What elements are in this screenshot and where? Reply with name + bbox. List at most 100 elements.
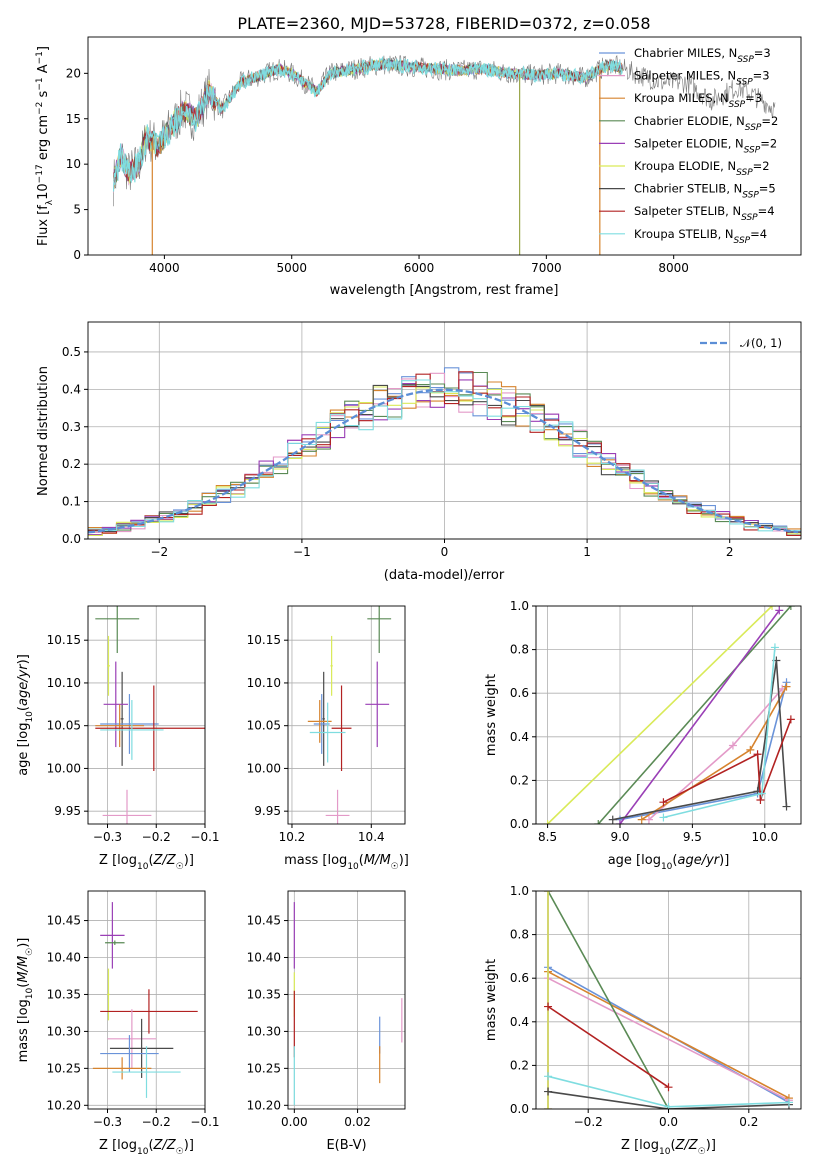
weight-line — [547, 1090, 790, 1109]
weight-marker — [746, 745, 755, 754]
weight-marker — [543, 820, 552, 824]
mass-vs-z-axes: −0.3 −0.2 −0.1 10.20 10.25 10.30 10.35 10.40 10.… — [47, 891, 220, 1129]
y-tick-label: 10.25 — [47, 1061, 81, 1075]
x-tick-label: 10.0 — [751, 830, 778, 844]
x-tick-label: −1 — [293, 545, 311, 559]
mass-vs-z-points — [92, 902, 198, 1098]
age-vs-mass-points — [307, 606, 392, 824]
x-tick-label: 4000 — [149, 261, 180, 275]
weight-marker — [784, 1098, 793, 1107]
model-line-top — [112, 56, 623, 192]
y-tick-label: 10.05 — [47, 719, 81, 733]
histograms — [88, 367, 801, 536]
age-vs-z-frame — [87, 605, 206, 825]
y-tick-label: 10.35 — [247, 987, 281, 1001]
legend-label: Kroupa STELIB, NSSP=4 — [634, 227, 767, 246]
y-tick-label: 10.10 — [47, 676, 81, 690]
legend-label: Chabrier ELODIE, NSSP=2 — [634, 114, 778, 133]
x-tick-label: 1 — [583, 545, 591, 559]
weight-marker — [786, 715, 795, 724]
weight-vs-age-frame — [535, 605, 802, 825]
weight-marker — [659, 798, 668, 807]
y-tick-label: 0.1 — [62, 495, 81, 509]
mass-vs-ebv-axes: 0.00 0.02 10.20 10.25 10.30 10.35 10.40 10.45 — [247, 891, 405, 1129]
age-vs-mass-frame — [287, 605, 406, 825]
y-tick-label: 1.0 — [510, 599, 529, 613]
y-tick-label: 0.2 — [510, 1058, 529, 1072]
y-tick-label: 10.15 — [47, 633, 81, 647]
weight-vs-z-lines — [544, 891, 793, 1109]
y-tick-label: 0.4 — [62, 382, 81, 396]
weight-vs-z-frame — [535, 890, 802, 1110]
x-tick-label: 10.4 — [358, 830, 385, 844]
y-tick-label: 0.5 — [62, 345, 81, 359]
x-axis-label: Z [log10(Z/Z☉)] — [99, 1138, 194, 1157]
y-tick-label: 0.2 — [510, 773, 529, 787]
legend-label: Chabrier MILES, NSSP=3 — [634, 46, 771, 65]
weight-marker — [644, 815, 653, 824]
y-tick-label: 0.6 — [510, 971, 529, 985]
x-axis-label: (data-model)/error — [384, 568, 505, 583]
weight-marker — [768, 606, 777, 610]
y-tick-label: 0.4 — [510, 1015, 529, 1029]
x-tick-label: 0.02 — [344, 1115, 371, 1129]
y-tick-label: 10.40 — [247, 951, 281, 965]
y-tick-label: 9.95 — [54, 804, 81, 818]
x-tick-label: 9.0 — [610, 830, 629, 844]
legend-label: 𝒩(0, 1) — [740, 336, 782, 350]
weight-marker — [753, 750, 762, 759]
y-tick-label: 20 — [66, 66, 81, 80]
x-axis-label: Z [log10(Z/Z☉)] — [99, 853, 194, 872]
weight-marker — [544, 1087, 553, 1096]
y-tick-label: 0.0 — [62, 532, 81, 546]
x-tick-label: 9.5 — [683, 830, 702, 844]
x-tick-label: 5000 — [276, 261, 307, 275]
legend-label: Kroupa MILES, NSSP=3 — [634, 91, 762, 110]
weight-marker — [544, 891, 553, 895]
y-axis-label: Normed distribution — [36, 366, 51, 496]
x-tick-label: 8.5 — [538, 830, 557, 844]
spectrum-frame — [87, 36, 802, 256]
x-axis-label: age [log10(age/yr)] — [608, 853, 730, 872]
weight-marker — [544, 1072, 553, 1081]
x-tick-label: −0.2 — [142, 830, 171, 844]
weight-marker — [659, 813, 668, 822]
weight-marker — [728, 741, 737, 750]
residuals-frame — [87, 321, 802, 540]
weight-line — [547, 970, 790, 1099]
weight-marker — [786, 606, 795, 610]
y-tick-label: 5 — [73, 203, 81, 217]
y-tick-label: 0.3 — [62, 420, 81, 434]
weight-line — [597, 606, 792, 824]
weight-marker — [608, 815, 617, 824]
y-tick-label: 0.0 — [510, 1102, 529, 1116]
mass-vs-ebv-points — [293, 902, 403, 1106]
y-tick-label: 10.00 — [47, 761, 81, 775]
spectrum-axes: 4000 5000 6000 7000 8000 0 5 10 15 20 — [66, 66, 689, 275]
x-tick-label: 6000 — [404, 261, 435, 275]
x-tick-label: −0.2 — [142, 1115, 171, 1129]
y-tick-label: 9.95 — [254, 804, 281, 818]
y-tick-label: 10.10 — [247, 676, 281, 690]
y-tick-label: 10.20 — [247, 1098, 281, 1112]
weight-marker — [757, 789, 766, 798]
normal-curve — [88, 388, 799, 534]
y-tick-label: 15 — [66, 112, 81, 126]
legend-label: Kroupa ELODIE, NSSP=2 — [634, 159, 770, 178]
weight-line — [547, 606, 773, 824]
weight-marker — [615, 820, 624, 824]
weight-vs-age-axes: 8.5 9.0 9.5 10.0 0.0 0.2 0.4 0.6 0.8 1.0 — [510, 599, 801, 844]
residuals-axes: −2 −1 0 1 2 0.0 0.1 0.2 0.3 0.4 0.5 — [62, 322, 801, 559]
x-tick-label: 2 — [726, 545, 734, 559]
y-tick-label: 0.2 — [62, 457, 81, 471]
spectrum-data-line — [113, 54, 776, 207]
x-tick-label: 10.2 — [279, 830, 306, 844]
legend-label: Salpeter STELIB, NSSP=4 — [634, 204, 775, 223]
y-tick-label: 10.45 — [247, 914, 281, 928]
y-tick-label: 0 — [73, 248, 81, 262]
weight-line — [612, 660, 788, 821]
x-axis-label: mass [log10(M/M☉)] — [284, 853, 409, 872]
x-tick-label: −0.2 — [574, 1115, 603, 1129]
y-tick-label: 0.8 — [510, 643, 529, 657]
